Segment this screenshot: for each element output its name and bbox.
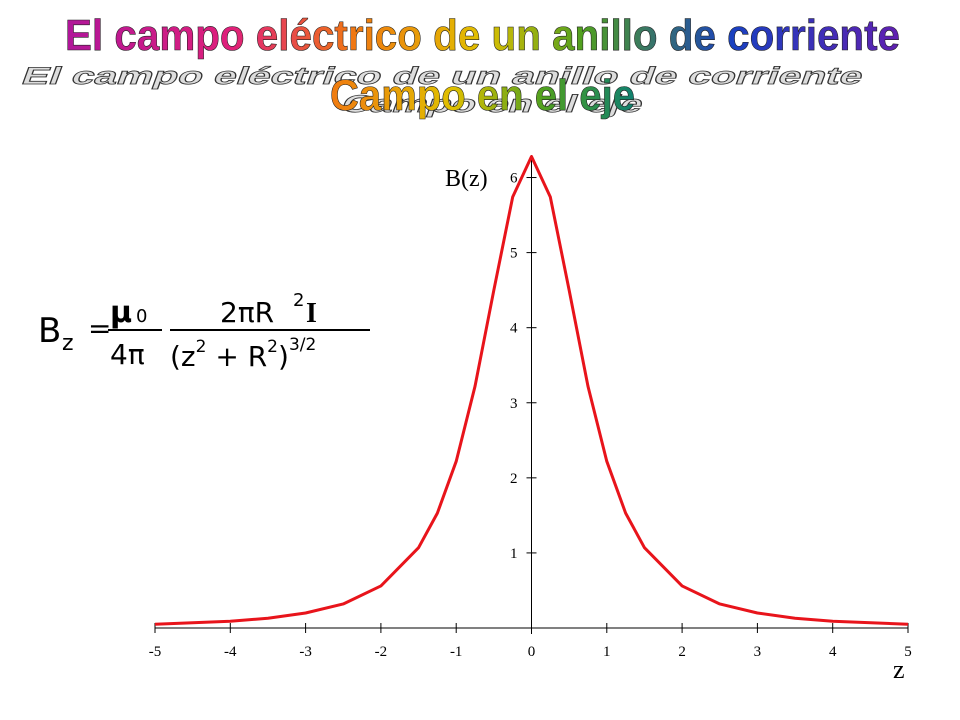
- eq-mu-sub: 0: [136, 306, 147, 327]
- x-tick-label: -3: [299, 644, 312, 660]
- plot: -5 -4 -3 -2 -1 0 1 2 3 4 5 1 2 3 4 5 6: [149, 155, 912, 660]
- eq-lhs-sub: z: [62, 331, 74, 356]
- x-tick-label: -4: [224, 644, 237, 660]
- chart-title: El campo eléctrico de un anillo de corri…: [65, 11, 900, 60]
- eq-den2: (z2 + R2)3/2: [170, 335, 316, 373]
- x-tick-label: 2: [678, 644, 686, 660]
- eq-lhs: B: [38, 311, 61, 351]
- y-axis-label: B(z): [445, 166, 488, 192]
- x-tick-label: -1: [450, 644, 463, 660]
- x-tick-label: 1: [603, 644, 611, 660]
- title-shadow: El campo eléctrico de un anillo de corri…: [17, 61, 868, 90]
- data-line: [154, 155, 909, 626]
- subtitle-shadow-text: Campo en el eje: [338, 90, 648, 118]
- eq-mu: μ: [110, 295, 132, 330]
- y-tick-label: 4: [510, 321, 518, 337]
- eq-num: 2πR: [220, 296, 274, 329]
- eq-num-sup: 2: [293, 290, 304, 311]
- y-tick-label: 3: [510, 396, 518, 412]
- x-tick-label: 4: [829, 644, 837, 660]
- equation: B z = μ 0 4π 2πR 2 I (z2 + R2)3/2: [38, 290, 370, 373]
- chart-subtitle: Campo en el eje: [330, 71, 635, 120]
- x-tick-label: -5: [149, 644, 162, 660]
- title-shadow-text: El campo eléctrico de un anillo de corri…: [18, 62, 868, 90]
- y-tick-label: 2: [510, 471, 518, 487]
- x-tick-label: 0: [528, 644, 536, 660]
- y-tick-label: 6: [510, 171, 518, 187]
- eq-den1: 4π: [110, 338, 145, 371]
- x-tick-label: -2: [375, 644, 388, 660]
- x-tick-label: 3: [754, 644, 762, 660]
- subtitle-shadow: Campo en el eje: [337, 89, 648, 118]
- y-tick-label: 5: [510, 246, 518, 262]
- x-axis-label: z: [893, 655, 905, 684]
- x-tick-label: 5: [904, 644, 912, 660]
- y-tick-label: 1: [510, 546, 518, 562]
- eq-num-i: I: [306, 298, 317, 329]
- eq-equals: =: [88, 312, 111, 345]
